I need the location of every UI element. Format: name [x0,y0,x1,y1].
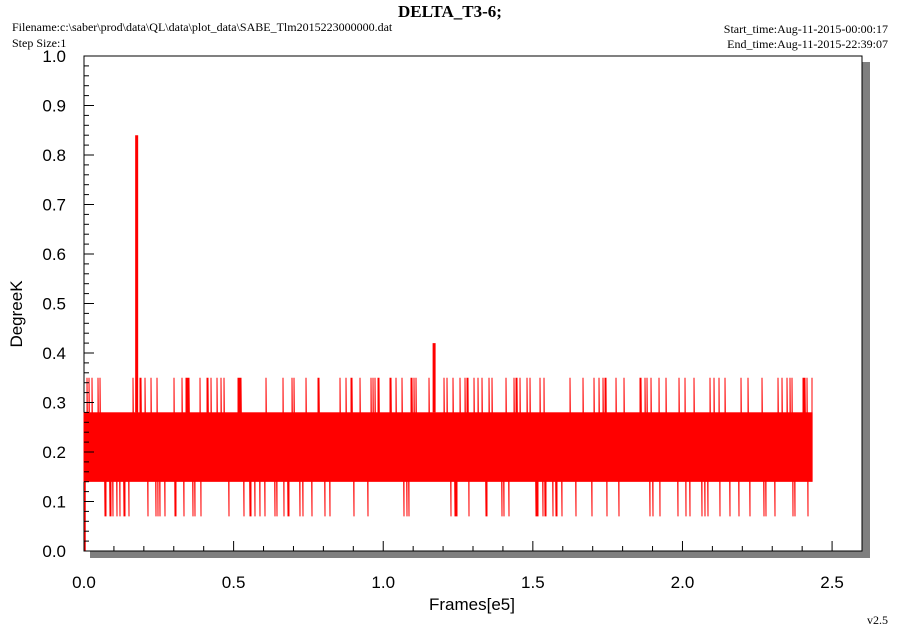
y-tick-label: 0.5 [42,295,66,314]
y-tick-label: 0.0 [42,542,66,561]
y-tick-label: 0.9 [42,97,66,116]
y-axis-label: DegreeK [7,280,26,348]
chart-title: DELTA_T3-6; [398,2,502,21]
y-tick-label: 0.2 [42,443,66,462]
x-tick-label: 0.0 [72,573,96,592]
y-tick-label: 1.0 [42,47,66,66]
x-axis-label: Frames[e5] [429,595,515,614]
y-tick-label: 0.4 [42,344,66,363]
x-tick-label: 1.0 [371,573,395,592]
series-layer [83,135,813,551]
y-tick-label: 0.3 [42,394,66,413]
y-tick-label: 0.7 [42,196,66,215]
y-tick-label: 0.1 [42,493,66,512]
filename-label: Filename:c:\saber\prod\data\QL\data\plot… [12,20,393,34]
axis-layer: 0.0 0.1 0.2 0.3 0.4 0.5 0.6 0.7 0.8 0.9 1.0 0.0 0.5 1… [42,47,844,592]
step-size-label: Step Size:1 [12,36,67,50]
y-tick-label: 0.8 [42,146,66,165]
start-time-label: Start_time:Aug-11-2015-00:00:17 [723,22,888,36]
y-tick-label: 0.6 [42,245,66,264]
x-tick-label: 2.5 [820,573,844,592]
series-band [84,412,813,482]
x-tick-label: 0.5 [222,573,246,592]
version-label: v2.5 [867,613,888,627]
x-tick-label: 1.5 [521,573,545,592]
x-tick-label: 2.0 [671,573,695,592]
end-time-label: End_time:Aug-11-2015-22:39:07 [727,37,888,51]
